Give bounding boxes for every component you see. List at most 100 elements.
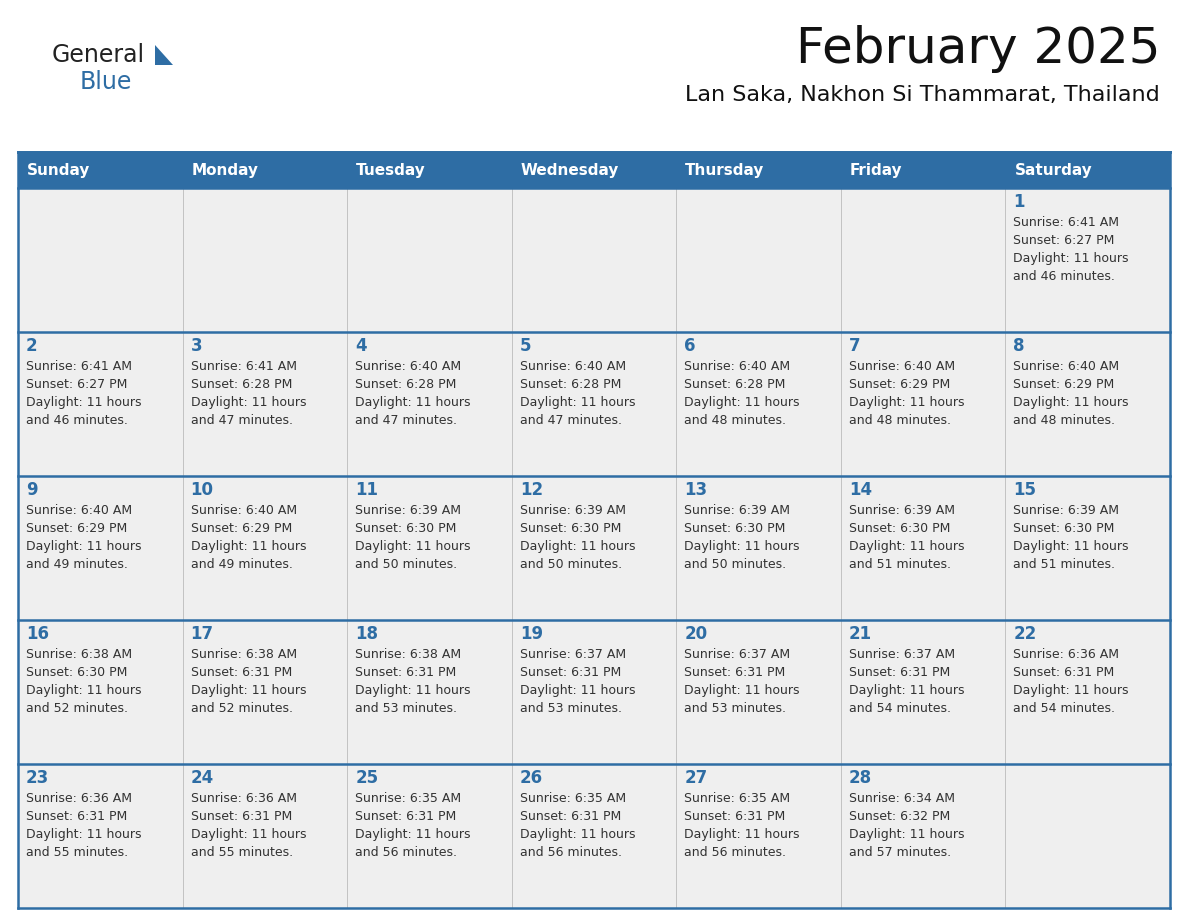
Bar bbox=[1005, 332, 1170, 476]
Text: 21: 21 bbox=[849, 625, 872, 643]
Text: Sunrise: 6:40 AM
Sunset: 6:28 PM
Daylight: 11 hours
and 48 minutes.: Sunrise: 6:40 AM Sunset: 6:28 PM Dayligh… bbox=[684, 360, 800, 427]
Text: 24: 24 bbox=[190, 769, 214, 787]
Text: Sunrise: 6:41 AM
Sunset: 6:27 PM
Daylight: 11 hours
and 46 minutes.: Sunrise: 6:41 AM Sunset: 6:27 PM Dayligh… bbox=[1013, 216, 1129, 283]
Text: 17: 17 bbox=[190, 625, 214, 643]
Text: Sunrise: 6:39 AM
Sunset: 6:30 PM
Daylight: 11 hours
and 50 minutes.: Sunrise: 6:39 AM Sunset: 6:30 PM Dayligh… bbox=[355, 504, 470, 571]
Text: Sunrise: 6:38 AM
Sunset: 6:31 PM
Daylight: 11 hours
and 52 minutes.: Sunrise: 6:38 AM Sunset: 6:31 PM Dayligh… bbox=[190, 648, 307, 715]
Text: 28: 28 bbox=[849, 769, 872, 787]
Text: Sunrise: 6:41 AM
Sunset: 6:27 PM
Daylight: 11 hours
and 46 minutes.: Sunrise: 6:41 AM Sunset: 6:27 PM Dayligh… bbox=[26, 360, 141, 427]
Text: Sunrise: 6:36 AM
Sunset: 6:31 PM
Daylight: 11 hours
and 55 minutes.: Sunrise: 6:36 AM Sunset: 6:31 PM Dayligh… bbox=[26, 792, 141, 859]
Text: 20: 20 bbox=[684, 625, 707, 643]
Text: 7: 7 bbox=[849, 337, 860, 355]
Bar bbox=[347, 764, 512, 908]
Text: Sunrise: 6:37 AM
Sunset: 6:31 PM
Daylight: 11 hours
and 54 minutes.: Sunrise: 6:37 AM Sunset: 6:31 PM Dayligh… bbox=[849, 648, 965, 715]
Text: February 2025: February 2025 bbox=[796, 25, 1159, 73]
Text: Tuesday: Tuesday bbox=[356, 162, 425, 177]
Text: 9: 9 bbox=[26, 481, 38, 499]
Bar bbox=[512, 332, 676, 476]
Bar bbox=[18, 476, 183, 620]
Text: Sunrise: 6:39 AM
Sunset: 6:30 PM
Daylight: 11 hours
and 51 minutes.: Sunrise: 6:39 AM Sunset: 6:30 PM Dayligh… bbox=[849, 504, 965, 571]
Text: Sunrise: 6:39 AM
Sunset: 6:30 PM
Daylight: 11 hours
and 50 minutes.: Sunrise: 6:39 AM Sunset: 6:30 PM Dayligh… bbox=[519, 504, 636, 571]
Bar bbox=[18, 764, 183, 908]
Text: 19: 19 bbox=[519, 625, 543, 643]
Text: Blue: Blue bbox=[80, 70, 132, 94]
Text: 25: 25 bbox=[355, 769, 378, 787]
Bar bbox=[512, 764, 676, 908]
Bar bbox=[841, 764, 1005, 908]
Bar bbox=[1005, 188, 1170, 332]
Text: Sunrise: 6:41 AM
Sunset: 6:28 PM
Daylight: 11 hours
and 47 minutes.: Sunrise: 6:41 AM Sunset: 6:28 PM Dayligh… bbox=[190, 360, 307, 427]
Bar bbox=[676, 764, 841, 908]
Bar bbox=[676, 476, 841, 620]
Text: Sunrise: 6:37 AM
Sunset: 6:31 PM
Daylight: 11 hours
and 53 minutes.: Sunrise: 6:37 AM Sunset: 6:31 PM Dayligh… bbox=[684, 648, 800, 715]
Text: Thursday: Thursday bbox=[685, 162, 765, 177]
Text: Sunrise: 6:38 AM
Sunset: 6:30 PM
Daylight: 11 hours
and 52 minutes.: Sunrise: 6:38 AM Sunset: 6:30 PM Dayligh… bbox=[26, 648, 141, 715]
Bar bbox=[18, 188, 183, 332]
Text: Sunrise: 6:37 AM
Sunset: 6:31 PM
Daylight: 11 hours
and 53 minutes.: Sunrise: 6:37 AM Sunset: 6:31 PM Dayligh… bbox=[519, 648, 636, 715]
Text: Sunrise: 6:36 AM
Sunset: 6:31 PM
Daylight: 11 hours
and 55 minutes.: Sunrise: 6:36 AM Sunset: 6:31 PM Dayligh… bbox=[190, 792, 307, 859]
Bar bbox=[841, 620, 1005, 764]
Bar bbox=[676, 332, 841, 476]
Bar bbox=[841, 476, 1005, 620]
Text: 3: 3 bbox=[190, 337, 202, 355]
Text: 10: 10 bbox=[190, 481, 214, 499]
Text: 12: 12 bbox=[519, 481, 543, 499]
Text: 26: 26 bbox=[519, 769, 543, 787]
Bar bbox=[18, 152, 1170, 188]
Text: 27: 27 bbox=[684, 769, 708, 787]
Text: 23: 23 bbox=[26, 769, 49, 787]
Bar bbox=[18, 332, 183, 476]
Bar bbox=[841, 332, 1005, 476]
Text: Monday: Monday bbox=[191, 162, 259, 177]
Bar bbox=[676, 188, 841, 332]
Text: 15: 15 bbox=[1013, 481, 1036, 499]
Text: 16: 16 bbox=[26, 625, 49, 643]
Text: General: General bbox=[52, 43, 145, 67]
Text: 14: 14 bbox=[849, 481, 872, 499]
Text: Sunrise: 6:35 AM
Sunset: 6:31 PM
Daylight: 11 hours
and 56 minutes.: Sunrise: 6:35 AM Sunset: 6:31 PM Dayligh… bbox=[519, 792, 636, 859]
Bar bbox=[183, 764, 347, 908]
Text: Sunrise: 6:35 AM
Sunset: 6:31 PM
Daylight: 11 hours
and 56 minutes.: Sunrise: 6:35 AM Sunset: 6:31 PM Dayligh… bbox=[355, 792, 470, 859]
Bar bbox=[347, 620, 512, 764]
Text: 13: 13 bbox=[684, 481, 707, 499]
Text: Sunrise: 6:39 AM
Sunset: 6:30 PM
Daylight: 11 hours
and 51 minutes.: Sunrise: 6:39 AM Sunset: 6:30 PM Dayligh… bbox=[1013, 504, 1129, 571]
Text: Sunrise: 6:40 AM
Sunset: 6:29 PM
Daylight: 11 hours
and 48 minutes.: Sunrise: 6:40 AM Sunset: 6:29 PM Dayligh… bbox=[1013, 360, 1129, 427]
Text: 4: 4 bbox=[355, 337, 367, 355]
Text: Sunday: Sunday bbox=[27, 162, 90, 177]
Bar bbox=[1005, 620, 1170, 764]
Text: Sunrise: 6:40 AM
Sunset: 6:29 PM
Daylight: 11 hours
and 48 minutes.: Sunrise: 6:40 AM Sunset: 6:29 PM Dayligh… bbox=[849, 360, 965, 427]
Bar bbox=[512, 620, 676, 764]
Bar bbox=[512, 188, 676, 332]
Text: Friday: Friday bbox=[849, 162, 903, 177]
Text: Sunrise: 6:39 AM
Sunset: 6:30 PM
Daylight: 11 hours
and 50 minutes.: Sunrise: 6:39 AM Sunset: 6:30 PM Dayligh… bbox=[684, 504, 800, 571]
Text: Lan Saka, Nakhon Si Thammarat, Thailand: Lan Saka, Nakhon Si Thammarat, Thailand bbox=[685, 85, 1159, 105]
Bar bbox=[347, 332, 512, 476]
Text: 1: 1 bbox=[1013, 193, 1025, 211]
Bar bbox=[183, 620, 347, 764]
Text: 6: 6 bbox=[684, 337, 696, 355]
Bar bbox=[1005, 764, 1170, 908]
Polygon shape bbox=[154, 45, 173, 65]
Text: Sunrise: 6:40 AM
Sunset: 6:28 PM
Daylight: 11 hours
and 47 minutes.: Sunrise: 6:40 AM Sunset: 6:28 PM Dayligh… bbox=[355, 360, 470, 427]
Bar bbox=[183, 188, 347, 332]
Bar bbox=[347, 188, 512, 332]
Text: Sunrise: 6:40 AM
Sunset: 6:29 PM
Daylight: 11 hours
and 49 minutes.: Sunrise: 6:40 AM Sunset: 6:29 PM Dayligh… bbox=[26, 504, 141, 571]
Bar bbox=[18, 620, 183, 764]
Text: 18: 18 bbox=[355, 625, 378, 643]
Text: 5: 5 bbox=[519, 337, 531, 355]
Text: 8: 8 bbox=[1013, 337, 1025, 355]
Bar bbox=[347, 476, 512, 620]
Text: 11: 11 bbox=[355, 481, 378, 499]
Text: Sunrise: 6:38 AM
Sunset: 6:31 PM
Daylight: 11 hours
and 53 minutes.: Sunrise: 6:38 AM Sunset: 6:31 PM Dayligh… bbox=[355, 648, 470, 715]
Text: Sunrise: 6:35 AM
Sunset: 6:31 PM
Daylight: 11 hours
and 56 minutes.: Sunrise: 6:35 AM Sunset: 6:31 PM Dayligh… bbox=[684, 792, 800, 859]
Bar bbox=[676, 620, 841, 764]
Text: Saturday: Saturday bbox=[1015, 162, 1092, 177]
Text: 2: 2 bbox=[26, 337, 38, 355]
Bar bbox=[183, 332, 347, 476]
Bar bbox=[183, 476, 347, 620]
Text: Sunrise: 6:34 AM
Sunset: 6:32 PM
Daylight: 11 hours
and 57 minutes.: Sunrise: 6:34 AM Sunset: 6:32 PM Dayligh… bbox=[849, 792, 965, 859]
Bar bbox=[841, 188, 1005, 332]
Bar bbox=[512, 476, 676, 620]
Text: Wednesday: Wednesday bbox=[520, 162, 619, 177]
Text: Sunrise: 6:40 AM
Sunset: 6:29 PM
Daylight: 11 hours
and 49 minutes.: Sunrise: 6:40 AM Sunset: 6:29 PM Dayligh… bbox=[190, 504, 307, 571]
